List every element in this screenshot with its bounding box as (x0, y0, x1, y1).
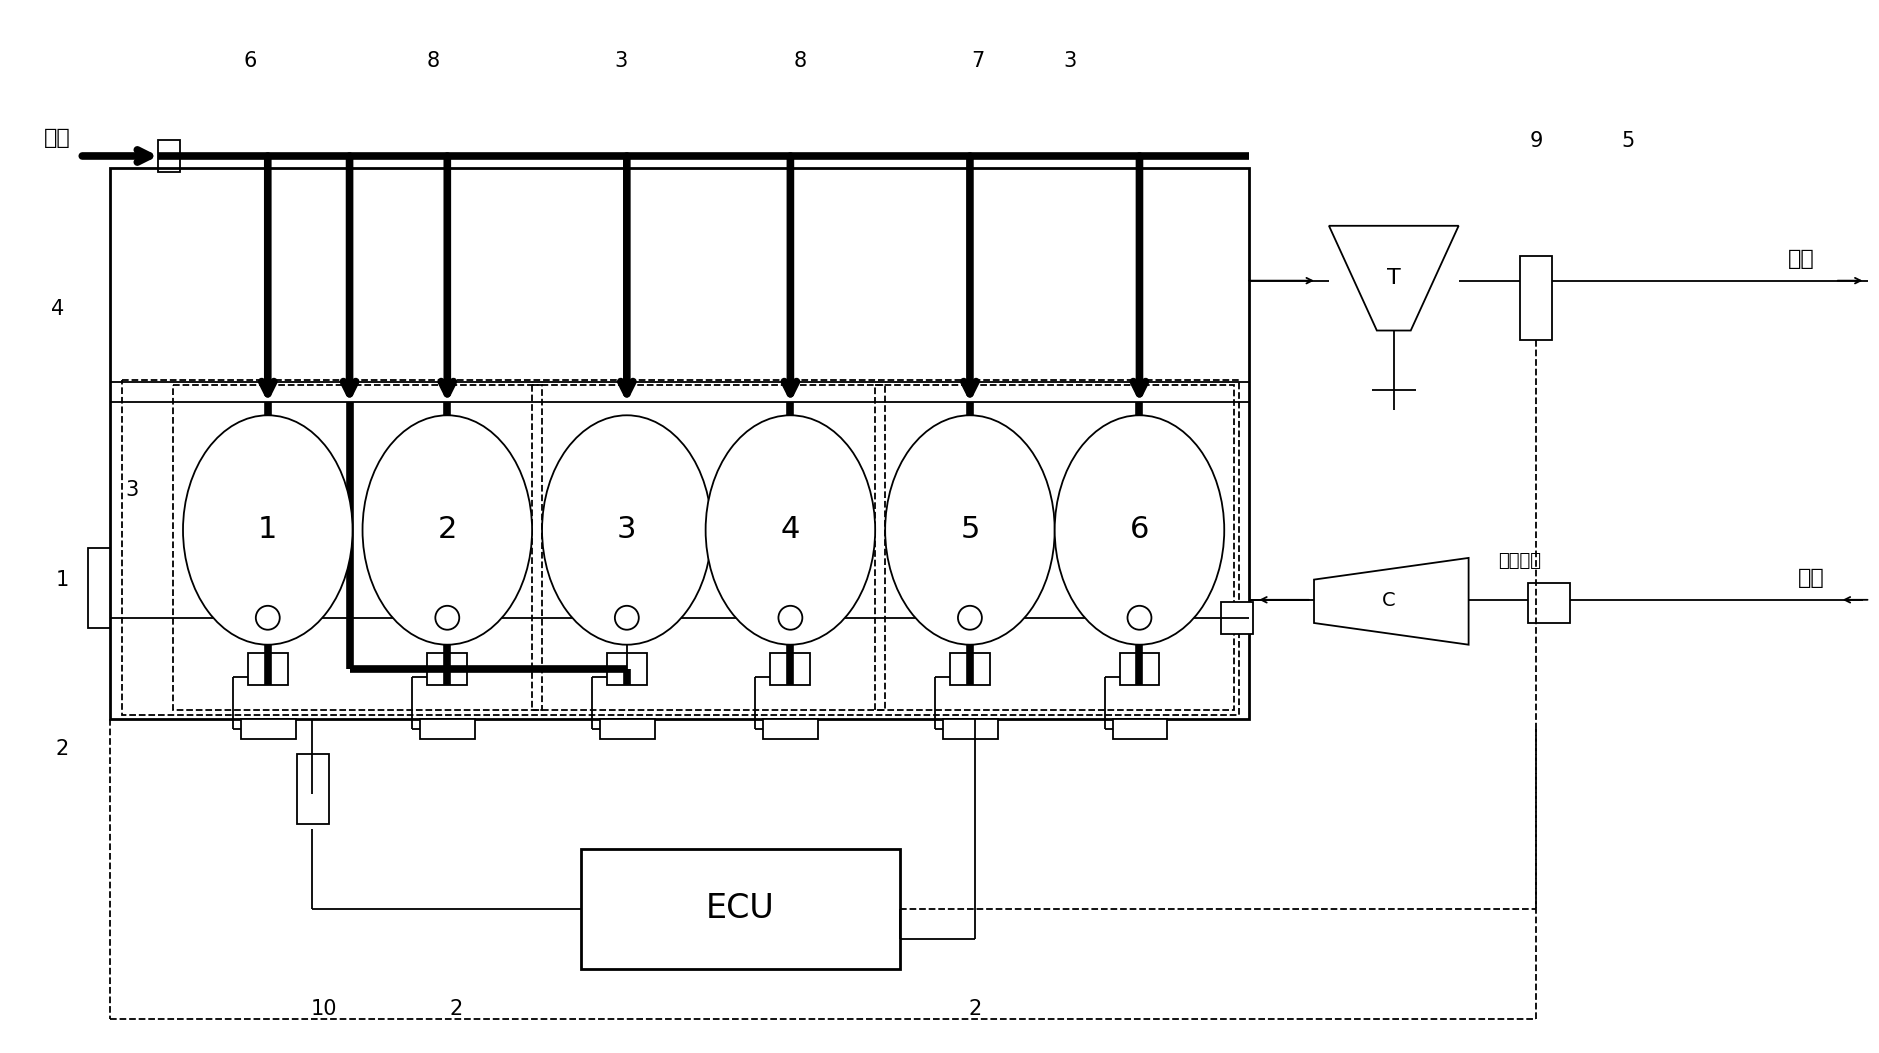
Bar (763, 719, 819, 739)
Ellipse shape (363, 415, 532, 644)
Polygon shape (1313, 558, 1469, 644)
Bar (122, 380, 1240, 715)
Text: 3: 3 (126, 480, 139, 500)
Text: 10: 10 (310, 998, 336, 1018)
Text: 2: 2 (449, 998, 462, 1018)
Text: 1: 1 (56, 570, 70, 590)
Bar (111, 167, 1250, 719)
Circle shape (958, 605, 983, 630)
Bar (607, 653, 646, 684)
Text: 燃气: 燃气 (45, 128, 71, 148)
Text: 6: 6 (1129, 516, 1150, 544)
Text: 5: 5 (960, 516, 979, 544)
Bar (158, 140, 180, 172)
Bar (876, 385, 1235, 710)
Ellipse shape (1054, 415, 1225, 644)
Circle shape (436, 605, 458, 630)
Bar (1120, 653, 1159, 684)
Text: 3: 3 (1064, 52, 1077, 72)
Bar (1112, 719, 1167, 739)
Text: 2: 2 (968, 998, 981, 1018)
Text: 2: 2 (56, 739, 70, 759)
Bar (770, 653, 810, 684)
Text: 8: 8 (793, 52, 806, 72)
Text: 4: 4 (780, 516, 800, 544)
Text: 3: 3 (616, 516, 637, 544)
Polygon shape (1328, 225, 1458, 331)
Circle shape (256, 605, 280, 630)
Text: ECU: ECU (707, 893, 774, 926)
Text: C: C (1381, 592, 1396, 611)
Text: 9: 9 (1530, 131, 1543, 151)
Bar (599, 719, 654, 739)
Bar (248, 653, 287, 684)
Bar (532, 385, 885, 710)
Bar (88, 548, 111, 628)
Text: 5: 5 (1622, 131, 1635, 151)
Circle shape (778, 605, 802, 630)
Bar (241, 719, 295, 739)
Bar (1520, 256, 1552, 340)
Text: 6: 6 (242, 52, 257, 72)
Circle shape (614, 605, 639, 630)
Text: 空气滤器: 空气滤器 (1499, 552, 1541, 570)
Text: 3: 3 (614, 52, 628, 72)
Bar (173, 385, 541, 710)
Bar (951, 653, 990, 684)
Text: 空气: 空气 (1798, 568, 1825, 588)
Bar (297, 754, 329, 824)
Ellipse shape (182, 415, 353, 644)
Circle shape (1127, 605, 1152, 630)
Text: T: T (1387, 267, 1400, 287)
Bar (1221, 602, 1253, 634)
Text: 1: 1 (257, 516, 278, 544)
Text: 2: 2 (438, 516, 457, 544)
Bar (421, 719, 475, 739)
Text: 4: 4 (51, 299, 64, 319)
Ellipse shape (885, 415, 1054, 644)
Text: 7: 7 (971, 52, 985, 72)
Ellipse shape (541, 415, 712, 644)
Bar (1528, 583, 1571, 622)
Bar (427, 653, 468, 684)
Text: 8: 8 (427, 52, 440, 72)
Bar (943, 719, 998, 739)
Bar (581, 849, 900, 969)
Ellipse shape (707, 415, 876, 644)
Text: 废气: 废气 (1787, 249, 1815, 269)
